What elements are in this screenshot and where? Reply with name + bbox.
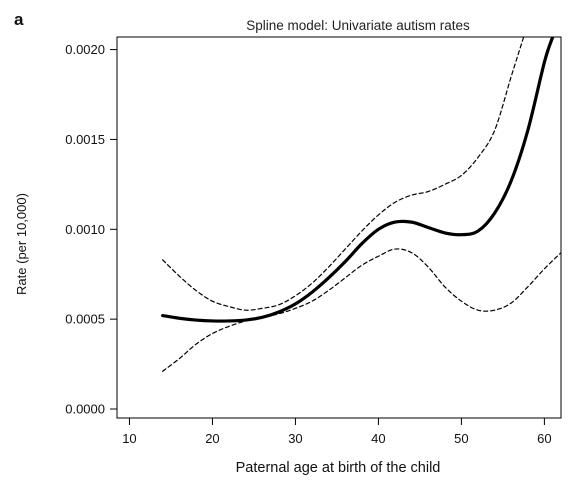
y-tick-label: 0.0005 [65,312,105,327]
y-tick-label: 0.0015 [65,132,105,147]
y-tick-label: 0.0000 [65,402,105,417]
y-tick-label: 0.0010 [65,222,105,237]
series-line-estimate [161,37,555,323]
x-axis-label: Paternal age at birth of the child [236,460,441,476]
x-tick-label: 50 [454,431,468,446]
y-axis-label: Rate (per 10,000) [14,193,29,295]
series-line-ci-1 [162,37,525,311]
x-tick-label: 20 [205,431,219,446]
panel-label: a [14,10,24,29]
x-tick-label: 40 [371,431,385,446]
chart-title: Spline model: Univariate autism rates [246,18,470,33]
x-tick-label: 30 [288,431,302,446]
plot-area [116,36,562,419]
x-tick-label: 60 [537,431,551,446]
y-axis: 0.0000 0.0005 0.0010 0.0015 0.0020 [65,42,117,417]
y-tick-label: 0.0020 [65,42,105,57]
x-tick-label: 10 [122,431,136,446]
x-axis: 10 20 30 40 50 60 [122,418,552,446]
series-line-ci-2 [162,248,561,372]
plot-frame [116,36,562,419]
